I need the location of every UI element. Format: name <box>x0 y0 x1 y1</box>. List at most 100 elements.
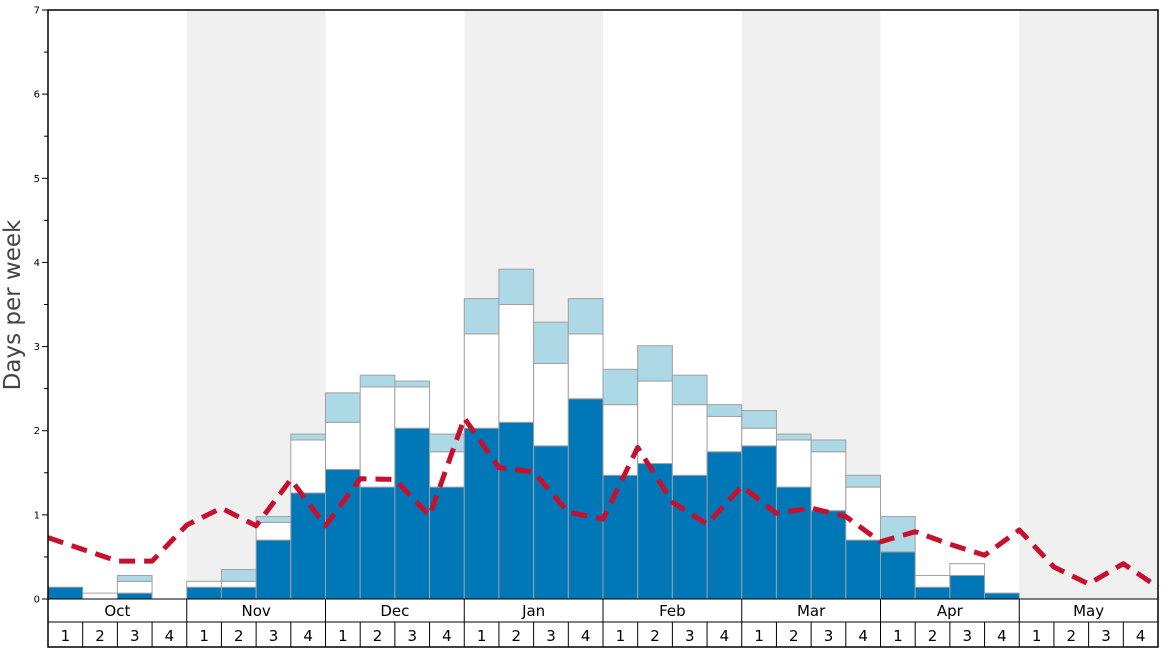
week-label: 2 <box>650 627 660 645</box>
bar-segment-1-col-7 <box>255 539 292 600</box>
bar-segment-1-col-11 <box>394 427 431 600</box>
bar-segment-2-col-20 <box>706 415 743 453</box>
bar-segment-1-col-27 <box>949 574 986 600</box>
bar-segment-1-col-28 <box>984 592 1020 600</box>
week-label: 3 <box>962 627 972 645</box>
bar-segment-1-col-15 <box>533 445 569 600</box>
week-label: 2 <box>234 627 244 645</box>
bar-segment-3-col-21 <box>741 410 777 429</box>
bar-segment-1-col-9 <box>325 468 361 600</box>
bar-segment-1-col-10 <box>359 486 396 600</box>
bar-segment-1-col-1 <box>47 586 84 600</box>
bar-segment-2-col-13 <box>463 333 500 429</box>
bar-segment-2-col-3 <box>116 580 153 594</box>
week-label: 1 <box>477 627 487 645</box>
bar-segment-3-col-6 <box>220 569 257 582</box>
bar-segment-2-col-21 <box>741 427 777 447</box>
bar-segment-2-col-9 <box>325 421 361 470</box>
bar-layer <box>47 268 1020 600</box>
bar-segment-2-col-17 <box>602 404 639 476</box>
week-label: 4 <box>303 627 313 645</box>
month-label-jan: Jan <box>521 602 545 620</box>
bar-segment-3-col-8 <box>290 433 326 441</box>
bar-segment-3-col-16 <box>567 298 604 335</box>
week-label: 2 <box>373 627 383 645</box>
bar-segment-2-col-15 <box>533 362 569 447</box>
bar-segment-3-col-20 <box>706 404 743 417</box>
y-tick-label: 2 <box>34 426 40 437</box>
bar-segment-2-col-5 <box>186 580 222 588</box>
bar-segment-3-col-24 <box>845 474 881 488</box>
week-label: 2 <box>789 627 799 645</box>
bar-segment-2-col-6 <box>220 580 257 588</box>
bar-segment-1-col-25 <box>880 551 916 600</box>
y-axis-label: Days per week <box>0 219 26 390</box>
month-label-oct: Oct <box>104 602 130 620</box>
bar-segment-1-col-18 <box>637 463 673 600</box>
y-tick-label: 5 <box>34 174 40 185</box>
bar-segment-1-col-24 <box>845 539 881 600</box>
bar-segment-3-col-23 <box>810 439 847 453</box>
bar-segment-3-col-22 <box>775 433 812 441</box>
month-label-nov: Nov <box>241 602 270 620</box>
bar-segment-2-col-14 <box>498 304 535 423</box>
week-label: 4 <box>997 627 1007 645</box>
x-axis: Oct 1 2 3 4 Nov 1 2 3 4 Dec 1 2 3 4 Jan 1 2 3 4 Feb 1 2 3 4 Mar 1 2… <box>61 599 1145 647</box>
bar-segment-1-col-20 <box>706 451 743 600</box>
bar-segment-1-col-17 <box>602 474 639 600</box>
week-label: 1 <box>61 627 71 645</box>
week-label: 2 <box>512 627 522 645</box>
week-label: 3 <box>824 627 834 645</box>
bar-segment-2-col-19 <box>671 404 708 476</box>
bar-segment-1-col-16 <box>567 398 604 600</box>
week-label: 3 <box>407 627 417 645</box>
bar-segment-2-col-12 <box>429 451 465 488</box>
week-label: 3 <box>685 627 695 645</box>
bar-segment-3-col-14 <box>498 268 535 306</box>
week-label: 4 <box>581 627 591 645</box>
bar-segment-1-col-23 <box>810 510 847 600</box>
bar-segment-1-col-6 <box>220 586 257 600</box>
bar-segment-3-col-3 <box>116 574 153 582</box>
y-tick-label: 7 <box>34 6 40 17</box>
week-label: 1 <box>1032 627 1042 645</box>
week-label: 1 <box>616 627 626 645</box>
y-tick-label: 3 <box>34 342 40 353</box>
week-label: 3 <box>1101 627 1111 645</box>
bar-segment-2-col-11 <box>394 386 431 429</box>
bar-segment-3-col-9 <box>325 392 361 423</box>
bar-segment-2-col-18 <box>637 380 673 465</box>
week-label: 2 <box>95 627 105 645</box>
y-tick-label: 4 <box>34 258 40 269</box>
month-label-dec: Dec <box>380 602 409 620</box>
bar-segment-1-col-13 <box>463 427 500 600</box>
bar-segment-1-col-19 <box>671 474 708 600</box>
week-label: 2 <box>1067 627 1077 645</box>
week-label: 1 <box>754 627 764 645</box>
bar-segment-3-col-19 <box>671 374 708 406</box>
week-label: 4 <box>165 627 175 645</box>
bar-segment-3-col-15 <box>533 321 569 364</box>
month-band-may <box>1019 10 1158 599</box>
week-label: 1 <box>338 627 348 645</box>
month-label-may: May <box>1073 602 1104 620</box>
average-line <box>47 415 1160 590</box>
bar-segment-3-col-7 <box>255 516 292 523</box>
bar-segment-1-col-3 <box>116 592 153 600</box>
week-label: 4 <box>442 627 452 645</box>
bar-segment-1-col-5 <box>186 586 222 600</box>
bar-segment-1-col-21 <box>741 445 777 600</box>
month-label-mar: Mar <box>797 602 826 620</box>
average-line-layer <box>47 415 1160 590</box>
bar-segment-1-col-22 <box>775 486 812 600</box>
bar-segment-1-col-26 <box>914 586 951 600</box>
week-label: 2 <box>928 627 938 645</box>
bar-segment-2-col-2 <box>82 592 118 600</box>
week-label: 4 <box>720 627 730 645</box>
y-tick-label: 1 <box>34 510 40 521</box>
bar-segment-2-col-23 <box>810 451 847 512</box>
bar-segment-2-col-16 <box>567 333 604 400</box>
bar-segment-3-col-18 <box>637 345 673 382</box>
month-label-apr: Apr <box>937 602 964 620</box>
